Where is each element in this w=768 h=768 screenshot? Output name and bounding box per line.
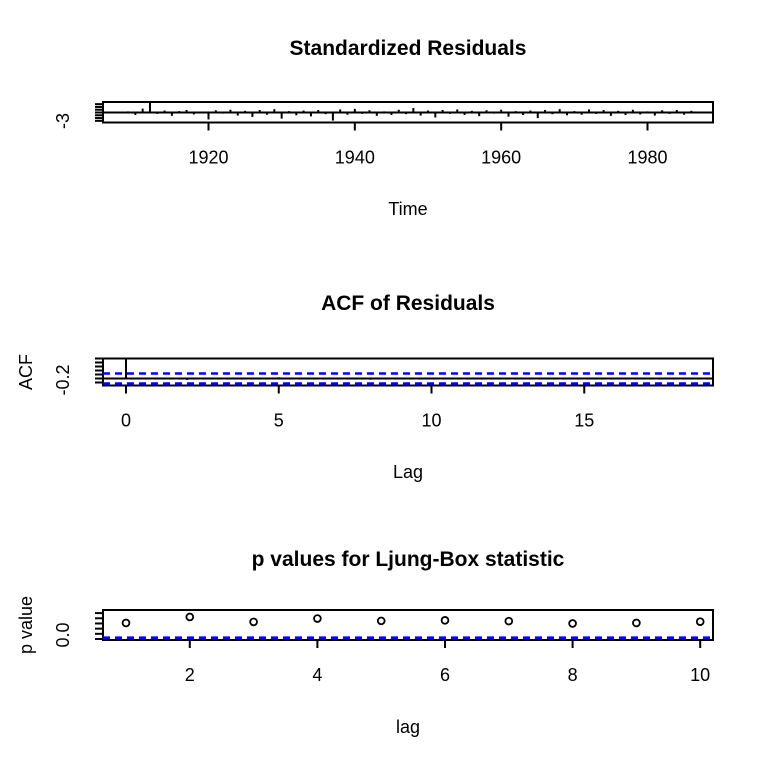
panel3-xlabel: lag [395,717,421,737]
pvalue-point [632,618,641,628]
panel3-ylabel: p value [16,595,36,655]
pvalue-point [504,616,514,626]
panel3-y-tick-label: 0.0 [53,622,73,647]
panel1-x-tick-label: 1940 [335,148,375,168]
panel3-plot-box [102,609,714,641]
panel1-x-tick-label: 1980 [627,148,667,168]
panel1-title: Standardized Residuals [289,37,527,60]
panel3-x-tick-label: 6 [440,665,450,685]
panel2-x-tick-label: 10 [421,411,441,431]
panel2-x-tick-label: 0 [121,411,131,431]
panel1-y-tick-label: -3 [53,113,73,129]
panel3-x-tick-label: 8 [568,665,578,685]
panel2-ylabel: ACF [16,354,36,390]
panel1-x-tick-label: 1960 [481,148,521,168]
pvalue-point [440,616,450,625]
panel1-x-tick-label: 1920 [188,148,228,168]
panel2-title: ACF of Residuals [321,292,495,315]
panel3-x-tick-label: 2 [185,665,195,685]
pvalue-point [185,612,195,622]
pvalue-point [695,617,705,626]
panel2-plot-box [102,357,714,387]
pvalue-point [568,619,577,628]
pvalue-point [249,617,258,627]
panel2-xlabel: Lag [392,462,424,482]
panel1-xlabel: Time [388,199,428,219]
panel3-title: p values for Ljung-Box statistic [251,548,565,571]
panel3-x-tick-label: 4 [312,665,322,685]
panel2-x-tick-label: 15 [574,411,594,431]
pvalue-point [313,614,322,623]
panel2-y-tick-label: -0.2 [53,364,73,395]
pvalue-point [376,616,386,626]
panel2-x-tick-label: 5 [274,411,284,431]
pvalue-point [121,618,131,628]
panel3-x-tick-label: 10 [690,665,710,685]
